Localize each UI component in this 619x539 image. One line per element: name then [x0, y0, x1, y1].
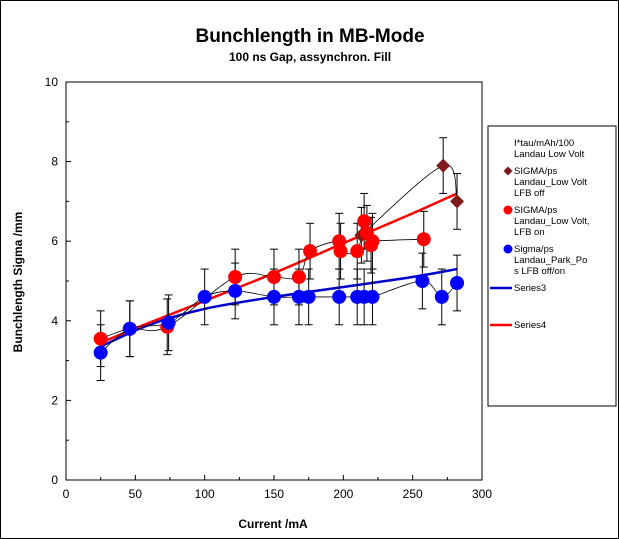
- y-tick-label: 0: [51, 473, 58, 487]
- data-point: [365, 289, 380, 304]
- legend-entry-text: LFB off: [514, 188, 545, 199]
- legend-symbol-circle: [503, 205, 513, 215]
- legend-symbol-circle: [503, 244, 513, 254]
- legend-entry-text: Landau_Park_Po: [514, 255, 587, 266]
- legend-entry-text: Landau_Low Volt,: [514, 216, 590, 227]
- x-axis-label: Current /mA: [238, 517, 308, 531]
- data-point: [333, 244, 348, 259]
- data-point: [228, 270, 243, 285]
- data-point-diamond: [450, 194, 465, 209]
- data-point-diamond: [436, 158, 451, 173]
- data-point: [291, 270, 306, 285]
- legend-entry-text: Sigma/ps: [514, 244, 554, 255]
- data-point: [228, 283, 243, 298]
- x-tick-label: 250: [403, 487, 423, 501]
- legend-entry-text: SIGMA/ps: [514, 205, 558, 216]
- legend-entry-text: I*tau/mAh/100: [514, 138, 574, 149]
- legend-entry-text: Landau_Low Volt: [514, 177, 587, 188]
- plot-area: 0 50 100 150 200 250 300 0 2 4 6 8 10: [45, 75, 493, 501]
- y-axis-label: Bunchlength Sigma /mm: [11, 212, 25, 353]
- y-tick-label: 2: [51, 393, 58, 407]
- chart-title: Bunchlength in MB-Mode: [195, 26, 424, 47]
- data-point: [365, 234, 380, 249]
- chart-subtitle: 100 ns Gap, assynchron. Fill: [229, 50, 391, 64]
- legend-symbol-diamond: [503, 166, 513, 176]
- data-point: [197, 289, 212, 304]
- legend-entry-text: Landau Low Volt: [514, 149, 585, 160]
- connector-line: [100, 280, 458, 353]
- x-tick-label: 300: [472, 487, 492, 501]
- y-tick-label: 4: [51, 314, 58, 328]
- legend-entry-text: Series4: [514, 320, 546, 331]
- data-point: [357, 214, 372, 229]
- x-tick-label: 200: [333, 487, 353, 501]
- legend-entry-text: Series3: [514, 283, 546, 294]
- data-point: [93, 345, 108, 360]
- data-point: [303, 244, 318, 259]
- data-point: [291, 289, 306, 304]
- data-point: [434, 289, 449, 304]
- data-point: [161, 315, 176, 330]
- data-point: [415, 274, 430, 288]
- x-tick-label: 100: [195, 487, 215, 501]
- x-tick-label: 0: [63, 487, 70, 501]
- legend-entry-text: LFB on: [514, 227, 545, 238]
- data-point: [301, 289, 316, 304]
- x-tick-label: 150: [264, 487, 284, 501]
- data-point: [450, 275, 465, 290]
- y-tick-label: 10: [45, 75, 59, 89]
- data-point: [332, 289, 347, 304]
- legend-entry-text: s LFB off/on: [514, 266, 565, 277]
- data-point: [93, 331, 108, 346]
- fit-line-series4: [100, 192, 458, 344]
- y-tick-label: 8: [51, 155, 58, 169]
- data-point: [416, 232, 431, 247]
- data-point: [267, 270, 281, 285]
- data-point: [350, 244, 365, 259]
- data-point: [122, 321, 137, 336]
- data-point: [267, 289, 281, 304]
- y-tick-label: 6: [51, 234, 58, 248]
- x-tick-label: 50: [129, 487, 143, 501]
- legend-entry-text: SIGMA/ps: [514, 166, 558, 177]
